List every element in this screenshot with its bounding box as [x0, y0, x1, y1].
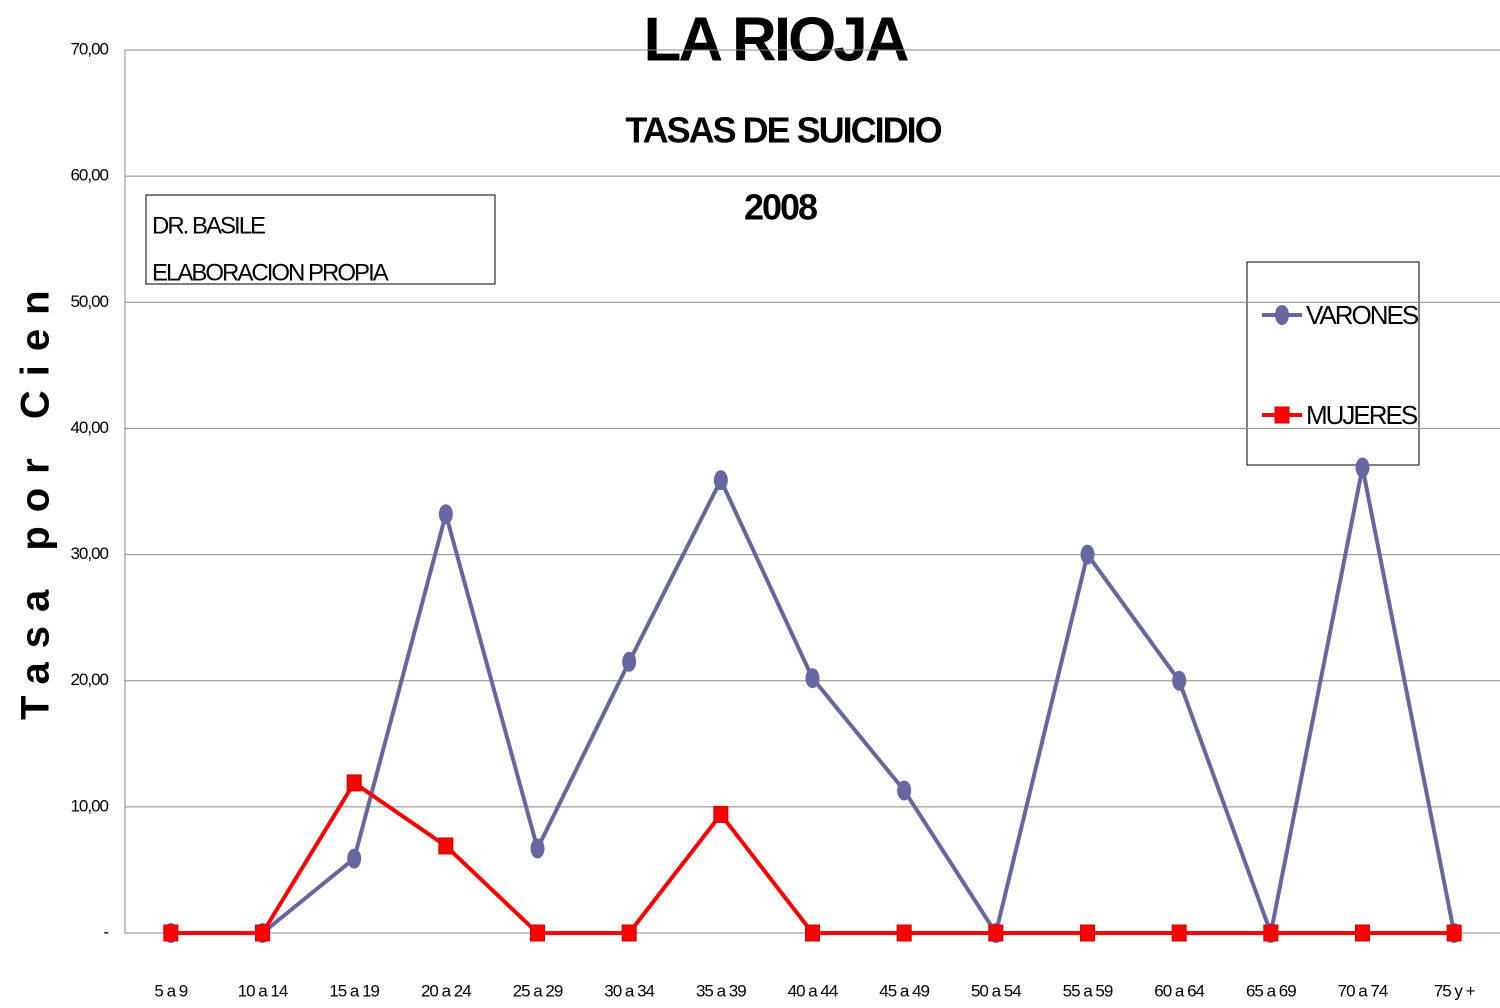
- point: [347, 848, 362, 869]
- point: [1355, 924, 1370, 942]
- y-tick-label: 50,00: [70, 292, 108, 311]
- point: [438, 837, 454, 855]
- line: [170, 467, 1457, 941]
- x-tick-label: 65 a 69: [1246, 981, 1296, 1000]
- point: [255, 924, 270, 942]
- point: [1080, 544, 1095, 565]
- point: [1263, 924, 1279, 942]
- x-tick-label: 10 a 14: [238, 981, 288, 1000]
- point: [1172, 670, 1187, 691]
- annotation: DR. BASILE: [152, 212, 265, 239]
- point: [163, 924, 179, 942]
- point: [621, 924, 637, 942]
- point: [622, 651, 637, 672]
- x-tick-label: 60 a 64: [1154, 981, 1204, 1000]
- point: [1446, 924, 1462, 942]
- annotation: ELABORACION PROPIA: [152, 259, 389, 286]
- x-tick-label: 20 a 24: [421, 981, 471, 1000]
- point: [988, 924, 1004, 942]
- y-tick-label: 40,00: [70, 418, 108, 437]
- y-tick-label: 70,00: [70, 39, 108, 58]
- point: [805, 668, 820, 689]
- legend-label: VARONES: [1306, 300, 1419, 330]
- legend-box: [1246, 261, 1420, 466]
- x-tick-label: 70 a 74: [1338, 981, 1388, 1000]
- x-tick-label: 55 a 59: [1063, 981, 1113, 1000]
- point: [530, 838, 545, 859]
- chart-year: 2008: [744, 187, 817, 228]
- x-tick-label: 75 y +: [1434, 981, 1476, 1000]
- point: [1080, 924, 1095, 942]
- point: [530, 924, 545, 942]
- point: [1355, 457, 1370, 478]
- x-tick-label: 5 a 9: [154, 981, 187, 1000]
- x-tick-label: 40 a 44: [788, 981, 838, 1000]
- annotation-box: [145, 194, 496, 285]
- x-tick-label: 35 a 39: [696, 981, 746, 1000]
- point: [1275, 305, 1289, 325]
- x-tick-label: 30 a 34: [604, 981, 654, 1000]
- x-tick-label: 50 a 54: [971, 981, 1021, 1000]
- point: [897, 780, 912, 801]
- point: [1171, 924, 1187, 942]
- point: [713, 470, 728, 491]
- x-tick-label: 45 a 49: [879, 981, 929, 1000]
- point: [805, 924, 820, 942]
- chart-subtitle: TASAS DE SUICIDIO: [625, 110, 941, 151]
- legend-label: MUJERES: [1306, 400, 1418, 430]
- y-tick-label: 60,00: [70, 166, 108, 185]
- point: [896, 924, 912, 942]
- y-axis-label: Tasa por Cien Mil: [14, 154, 58, 720]
- chart-title: LA RIOJA: [643, 5, 908, 74]
- y-tick-label: -: [103, 922, 108, 941]
- y-tick-label: 30,00: [70, 544, 108, 563]
- y-tick-label: 20,00: [70, 670, 108, 689]
- point: [438, 504, 453, 525]
- x-tick-label: 25 a 29: [513, 981, 563, 1000]
- point: [1274, 406, 1290, 424]
- y-tick-label: 10,00: [70, 796, 108, 815]
- point: [346, 774, 362, 792]
- point: [713, 805, 729, 823]
- x-tick-label: 15 a 19: [329, 981, 379, 1000]
